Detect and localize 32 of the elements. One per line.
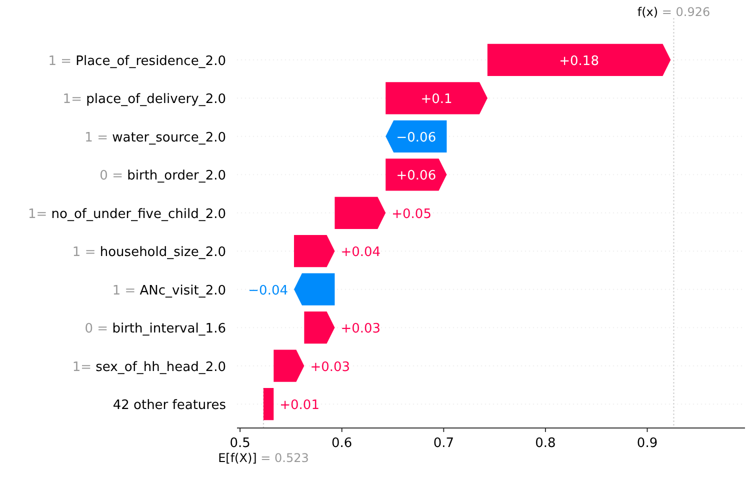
y-tick-label: 1= place_of_delivery_2.0 [62, 92, 226, 108]
data-label: +0.06 [396, 168, 436, 184]
ref-line-label: f(x) = 0.926 [637, 5, 710, 19]
data-label: +0.1 [420, 92, 452, 108]
y-tick-label: 1= sex_of_hh_head_2.0 [72, 360, 226, 375]
data-label: +0.01 [280, 398, 320, 414]
x-tick-label: 0.5 [230, 436, 250, 451]
y-tick-label: 1 = water_source_2.0 [84, 130, 226, 146]
data-label: −0.04 [248, 283, 288, 298]
bar [386, 120, 447, 152]
y-tick-label: 1 = ANc_visit_2.0 [112, 283, 226, 298]
y-tick-label: 0 = birth_order_2.0 [100, 168, 226, 184]
y-tick-label: 1= no_of_under_five_child_2.0 [28, 206, 226, 222]
data-label: +0.18 [559, 54, 599, 69]
x-tick-label: 0.7 [433, 436, 454, 451]
data-label: +0.05 [392, 206, 432, 222]
bar [386, 158, 447, 191]
x-tick-label: 0.9 [636, 436, 658, 451]
data-label: +0.03 [340, 322, 381, 337]
bar [263, 388, 274, 420]
data-label: −0.06 [396, 130, 436, 146]
ref-line-label: E[f(X)] = 0.523 [218, 451, 309, 465]
y-tick-label: 1 = Place_of_residence_2.0 [48, 54, 226, 69]
bar [487, 44, 671, 76]
y-tick-label: 42 other features [112, 398, 226, 414]
y-tick-label: 0 = birth_interval_1.6 [84, 322, 226, 337]
data-label: +0.03 [310, 360, 350, 375]
y-tick-label: 1 = household_size_2.0 [72, 245, 226, 260]
bar [386, 82, 488, 114]
data-label: +0.04 [340, 245, 381, 260]
x-tick-label: 0.8 [535, 436, 556, 451]
x-tick-label: 0.6 [332, 436, 352, 451]
